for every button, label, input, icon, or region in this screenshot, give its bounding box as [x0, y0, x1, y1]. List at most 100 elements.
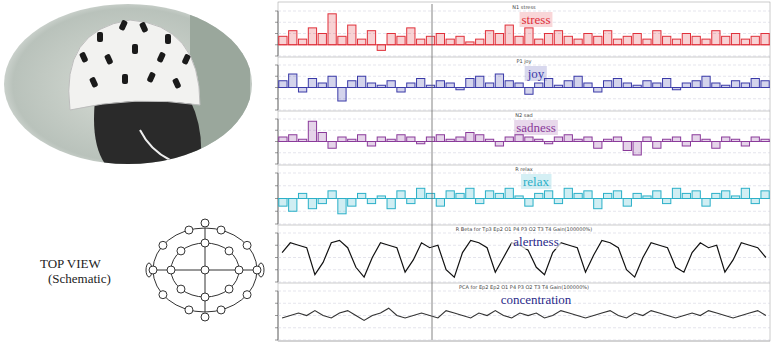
title: sadness	[516, 120, 556, 135]
bar	[731, 139, 739, 141]
bar	[682, 34, 690, 45]
bar	[594, 142, 602, 149]
bar	[426, 85, 434, 87]
bar	[663, 79, 671, 88]
bar	[584, 83, 592, 88]
bar	[594, 88, 602, 93]
bar	[417, 188, 425, 198]
title: relax	[523, 174, 549, 189]
bar	[485, 139, 493, 141]
bar	[466, 79, 474, 88]
bar	[456, 36, 464, 44]
bar	[358, 76, 366, 87]
grid-line	[278, 224, 770, 225]
bar	[348, 25, 356, 45]
bar	[564, 36, 572, 44]
tick-mark	[275, 198, 278, 199]
bar	[613, 137, 621, 142]
tick-mark	[275, 257, 278, 258]
grid-line	[278, 56, 770, 57]
bar	[574, 76, 582, 87]
bar	[505, 137, 513, 142]
bar	[328, 142, 336, 149]
bar	[604, 139, 612, 141]
bar	[466, 42, 474, 45]
bar	[584, 191, 592, 199]
bar	[387, 81, 395, 88]
bar	[289, 199, 297, 212]
grid-line	[278, 211, 770, 212]
bar	[279, 137, 287, 142]
bar	[594, 36, 602, 44]
panel: R Beta for Tp3 Ep2 O1 P4 P3 O2 T3 T4 Gai…	[275, 226, 770, 283]
electrode-node	[149, 266, 157, 274]
bar	[387, 34, 395, 45]
bar	[377, 85, 385, 87]
grid-line	[278, 327, 770, 328]
electrode-node	[217, 306, 225, 314]
bar	[417, 142, 425, 144]
bar	[515, 83, 523, 88]
bar	[525, 199, 533, 207]
bar	[731, 196, 739, 199]
grid-line	[278, 282, 770, 283]
tick-mark	[275, 22, 278, 23]
bar	[682, 193, 690, 198]
bar	[741, 83, 749, 88]
bar	[663, 199, 671, 204]
bar	[289, 135, 297, 142]
bar	[505, 188, 513, 198]
electrode-node	[185, 226, 193, 234]
bar	[367, 142, 375, 147]
electrode-node	[243, 291, 251, 299]
bar	[692, 81, 700, 88]
bar	[358, 39, 366, 45]
bar	[672, 188, 680, 198]
electrode-node	[225, 285, 233, 293]
bar	[298, 39, 306, 45]
photo-person	[94, 100, 201, 170]
bar	[358, 193, 366, 198]
photo-electrode	[146, 71, 156, 83]
bar	[535, 139, 543, 141]
photo-electrode	[139, 21, 149, 33]
electrode-node	[217, 226, 225, 234]
bar	[308, 28, 316, 45]
subtitle: N1 stress	[512, 4, 536, 10]
subtitle: R relax	[515, 166, 533, 172]
bar	[643, 196, 651, 199]
panel: R relax relax	[275, 166, 770, 225]
bar	[436, 135, 444, 142]
bar	[761, 139, 769, 141]
title-background	[520, 12, 553, 27]
bar	[751, 79, 759, 88]
photo-cable	[140, 130, 170, 160]
bar	[446, 191, 454, 199]
grid-line	[278, 152, 770, 153]
subtitle: N2 sad	[515, 112, 532, 118]
tick-mark	[275, 152, 278, 153]
bar	[692, 191, 700, 199]
bar	[712, 142, 720, 149]
bar	[476, 39, 484, 45]
bar	[495, 193, 503, 198]
title: stress	[522, 12, 551, 27]
tick-mark	[275, 110, 278, 111]
photo-electrode	[181, 53, 191, 65]
bar	[672, 88, 680, 90]
bar	[318, 83, 326, 88]
bar	[407, 199, 415, 204]
charts-frame	[278, 2, 770, 341]
bar	[554, 199, 562, 204]
electrode-node	[185, 306, 193, 314]
bar	[604, 31, 612, 45]
photo-electrode	[79, 51, 89, 63]
tick-mark	[275, 327, 278, 328]
bar	[358, 135, 366, 142]
bar	[279, 199, 287, 207]
bar	[525, 137, 533, 142]
tick-mark	[275, 185, 278, 186]
bar	[476, 199, 484, 204]
tick-mark	[275, 211, 278, 212]
bar	[722, 191, 730, 199]
